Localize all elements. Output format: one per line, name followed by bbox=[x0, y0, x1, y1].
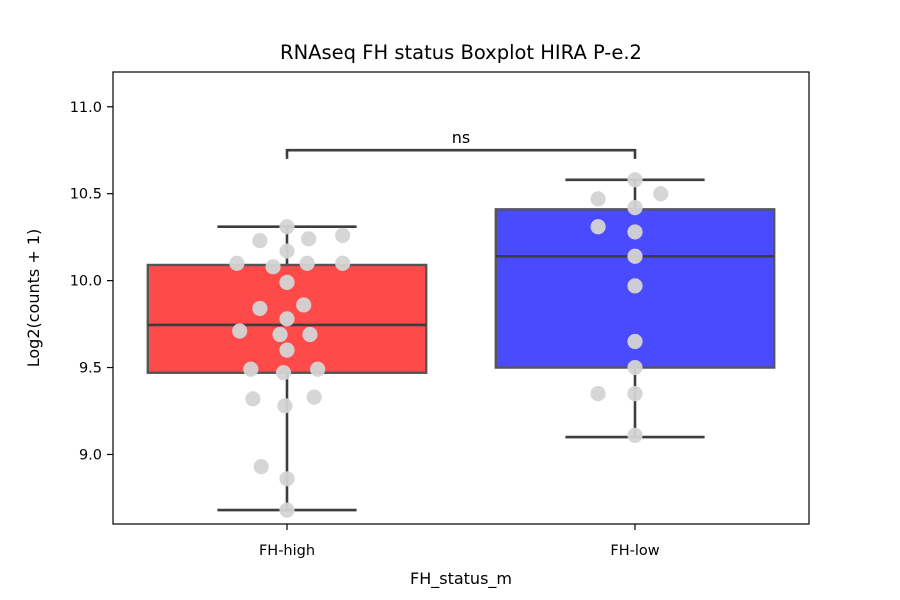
data-point bbox=[302, 326, 318, 343]
data-point bbox=[627, 172, 643, 188]
axes: 9.0 9.5 10.0 10.5 11.0 FH-high FH-low bbox=[70, 100, 660, 559]
data-point bbox=[279, 502, 295, 518]
data-point bbox=[627, 200, 643, 216]
y-tick-label: 11.0 bbox=[70, 100, 102, 116]
data-point bbox=[627, 333, 643, 350]
data-point bbox=[275, 365, 292, 381]
data-point bbox=[279, 471, 295, 487]
y-axis-title: Log2(counts + 1) bbox=[24, 229, 43, 367]
chart-title: RNAseq FH status Boxplot HIRA P-e.2 bbox=[280, 41, 642, 64]
data-point bbox=[279, 219, 295, 235]
data-point bbox=[243, 361, 259, 377]
data-point bbox=[277, 398, 293, 414]
data-point bbox=[252, 300, 268, 317]
data-point bbox=[306, 389, 322, 405]
x-tick-label: FH-low bbox=[610, 543, 659, 559]
significance-label: ns bbox=[452, 128, 470, 147]
data-point bbox=[653, 186, 669, 202]
data-point bbox=[627, 248, 643, 264]
data-point bbox=[300, 231, 317, 247]
data-point bbox=[590, 191, 606, 207]
data-point bbox=[245, 391, 261, 407]
data-point bbox=[335, 255, 351, 271]
y-tick-label: 9.0 bbox=[79, 447, 102, 463]
box-group-fh-low bbox=[494, 172, 776, 443]
y-tick-label: 10.0 bbox=[70, 274, 102, 290]
x-tick-label: FH-high bbox=[259, 543, 315, 559]
data-point bbox=[627, 427, 643, 443]
data-point bbox=[252, 233, 268, 249]
data-point bbox=[279, 243, 295, 259]
data-point bbox=[253, 459, 269, 475]
data-point bbox=[229, 255, 245, 271]
data-point bbox=[232, 323, 248, 339]
x-axis-title: FH_status_m bbox=[410, 569, 512, 589]
plot-area: ns bbox=[146, 128, 776, 518]
data-point bbox=[627, 224, 643, 240]
data-point bbox=[590, 219, 606, 235]
data-point bbox=[279, 274, 295, 290]
data-point bbox=[310, 361, 326, 377]
data-point bbox=[627, 386, 643, 402]
y-tick-label: 10.5 bbox=[70, 187, 102, 203]
data-point bbox=[627, 278, 643, 294]
data-point bbox=[296, 297, 312, 313]
significance-bracket bbox=[285, 148, 637, 159]
box-group-fh-high bbox=[146, 219, 428, 518]
y-tick-label: 9.5 bbox=[79, 361, 102, 377]
plot-frame bbox=[112, 71, 810, 525]
data-point bbox=[590, 386, 606, 402]
data-point bbox=[335, 227, 351, 244]
data-point bbox=[279, 311, 295, 327]
data-point bbox=[265, 259, 281, 275]
data-point bbox=[272, 326, 288, 343]
data-point bbox=[279, 342, 295, 358]
data-point bbox=[299, 255, 315, 271]
data-point bbox=[627, 359, 643, 376]
